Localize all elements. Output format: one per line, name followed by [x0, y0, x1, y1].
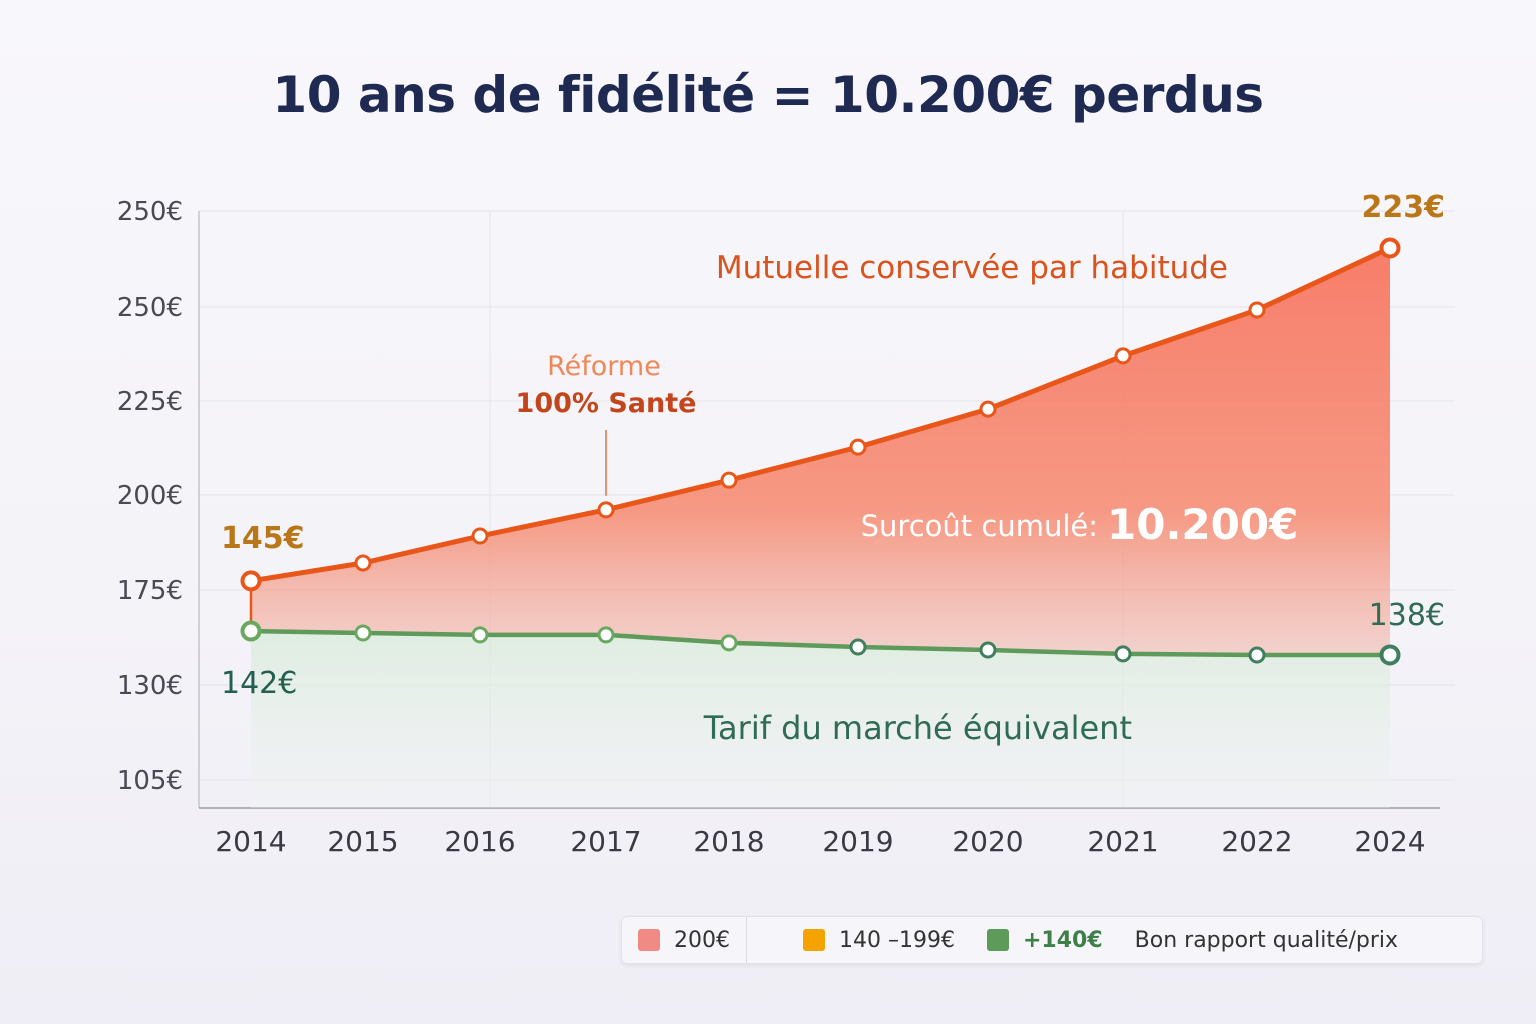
x-tick-label: 2018: [693, 825, 764, 858]
legend-label: 200€: [674, 927, 730, 953]
market-line: [250, 628, 1390, 658]
y-tick-label: 175€: [117, 576, 183, 606]
market-point: [1114, 645, 1132, 663]
legend-label: +140€: [1022, 927, 1103, 953]
mutuelle-point: [1248, 301, 1266, 319]
mutuelle-point: [471, 527, 489, 545]
legend-item-low: +140€: [971, 917, 1119, 963]
legend-swatch-green: [986, 929, 1009, 951]
data-label-green-start: 142€: [221, 666, 297, 701]
annotation-surcout-value: 10.200€: [1107, 500, 1298, 549]
data-label-orange-start: 145€: [221, 521, 305, 556]
mutuelle-point: [849, 438, 867, 456]
annotation-reform: Réforme: [547, 351, 661, 382]
x-tick-label: 2016: [444, 825, 515, 858]
mutuelle-point: [240, 570, 262, 592]
data-label-green-end: 138€: [1369, 598, 1445, 633]
annotation-reform-name: 100% Santé: [516, 388, 697, 419]
legend-swatch-red: [638, 929, 660, 951]
x-tick-label: 2024: [1354, 825, 1425, 858]
y-tick-label: 200€: [117, 481, 183, 511]
y-tick-label: 225€: [117, 387, 183, 417]
legend-item-mid: 140 –199€: [787, 917, 971, 963]
x-tick-label: 2020: [952, 825, 1023, 858]
market-point: [240, 620, 262, 642]
annotation-surcout-label: Surcoût cumulé:: [861, 509, 1098, 543]
market-point: [597, 626, 615, 644]
market-point: [720, 634, 738, 652]
legend-label: Bon rapport qualité/prix: [1134, 927, 1399, 953]
x-tick-label: 2017: [570, 825, 641, 858]
mutuelle-line: [250, 245, 1392, 584]
mutuelle-point: [597, 501, 615, 519]
y-tick-label: 250€: [117, 197, 183, 227]
market-point: [849, 638, 867, 656]
market-area: [251, 631, 1390, 808]
data-label-orange-end: 223€: [1362, 190, 1446, 225]
x-tick-label: 2022: [1221, 825, 1292, 858]
legend-item-note: Bon rapport qualité/prix: [1119, 917, 1414, 963]
market-point: [354, 624, 372, 642]
market-point: [1379, 644, 1401, 666]
mutuelle-point: [1379, 237, 1401, 259]
x-tick-label: 2019: [822, 825, 893, 858]
mutuelle-point: [720, 471, 738, 489]
series-label-mutuelle: Mutuelle conservée par habitude: [716, 250, 1228, 286]
legend: 200€ 140 –199€ +140€ Bon rapport qualité…: [621, 916, 1483, 964]
market-point: [471, 626, 489, 644]
mutuelle-point: [354, 554, 372, 572]
chart-title: 10 ans de fidélité = 10.200€ perdus: [272, 66, 1264, 124]
y-tick-label: 250€: [117, 293, 183, 323]
y-tick-label: 130€: [117, 671, 183, 701]
series-label-market: Tarif du marché équivalent: [703, 709, 1132, 747]
x-tick-label: 2014: [215, 825, 286, 858]
legend-swatch-orange: [803, 929, 825, 951]
mutuelle-point: [979, 400, 997, 418]
market-point: [1248, 646, 1266, 664]
x-tick-label: 2015: [327, 825, 398, 858]
legend-item-high: 200€: [622, 917, 746, 963]
mutuelle-point: [1114, 347, 1132, 365]
x-tick-label: 2021: [1087, 825, 1158, 858]
market-point: [979, 641, 997, 659]
legend-divider: [746, 917, 747, 963]
surcout-area: [251, 248, 1390, 655]
y-tick-label: 105€: [117, 766, 183, 796]
legend-label: 140 –199€: [839, 927, 955, 953]
